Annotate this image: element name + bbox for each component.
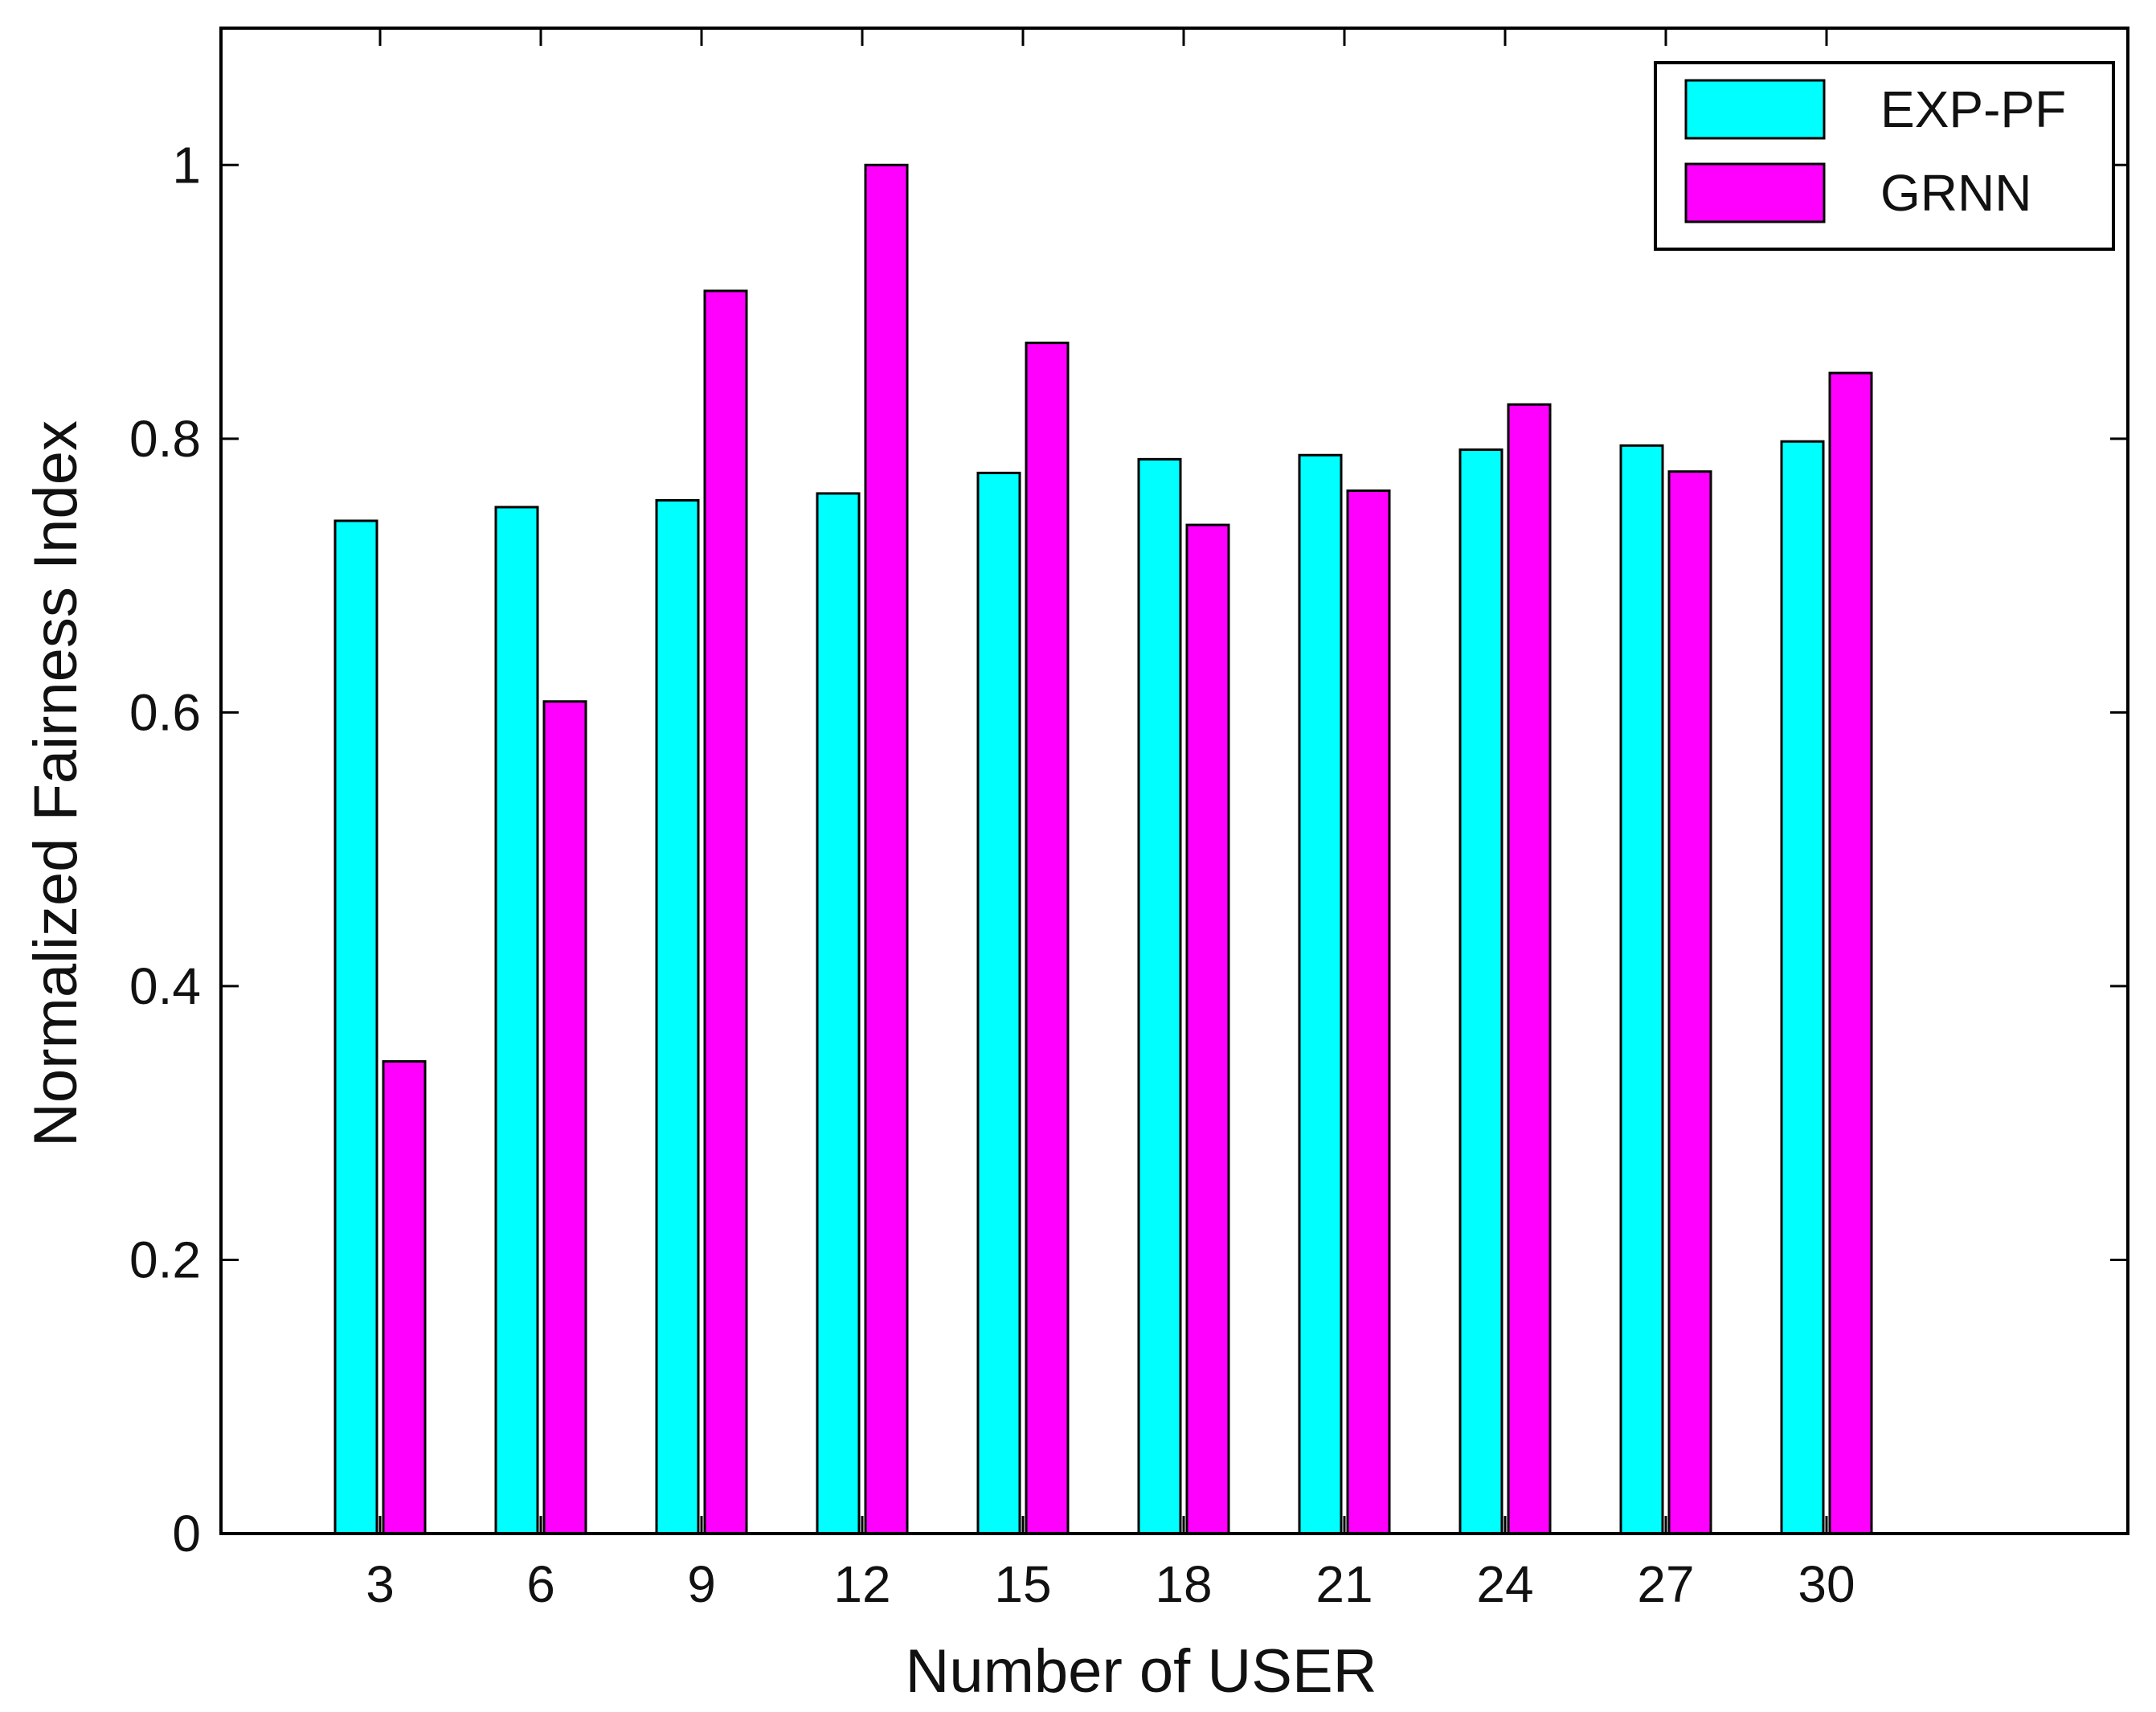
- bar-grnn-12: [864, 163, 909, 1535]
- bar-exp-pf-3: [333, 519, 378, 1535]
- y-tick-label-0.6: 0.6: [129, 683, 201, 741]
- bar-exp-pf-6: [494, 506, 539, 1535]
- bar-grnn-15: [1025, 342, 1070, 1535]
- ticks-layer: 3 6 9 12 15 18 21 24 27 30 0 0.2 0.4 0.6 0.8 1: [129, 28, 2128, 1613]
- x-tick-label-18: 18: [1155, 1555, 1212, 1613]
- bar-grnn-6: [542, 700, 587, 1535]
- x-tick-label-24: 24: [1476, 1555, 1533, 1613]
- x-tick-label-15: 15: [994, 1555, 1051, 1613]
- bar-grnn-27: [1667, 470, 1712, 1535]
- bar-grnn-3: [382, 1060, 427, 1535]
- bar-grnn-30: [1828, 371, 1873, 1535]
- x-tick-label-12: 12: [833, 1555, 890, 1613]
- legend: EXP-PF GRNN: [1654, 61, 2115, 251]
- bars-layer: [333, 163, 1873, 1535]
- legend-swatch-grnn: [1684, 162, 1826, 223]
- x-axis-title: Number of USER: [905, 1637, 1377, 1706]
- x-tick-label-30: 30: [1798, 1555, 1855, 1613]
- plot-frame: [219, 27, 2129, 1535]
- bar-exp-pf-12: [816, 492, 861, 1535]
- legend-swatch-exp-pf: [1684, 79, 1826, 140]
- bar-exp-pf-27: [1619, 444, 1664, 1535]
- y-tick-label-0: 0: [172, 1505, 201, 1563]
- x-tick-label-6: 6: [526, 1555, 555, 1613]
- legend-label-grnn: GRNN: [1880, 164, 2031, 222]
- bar-exp-pf-15: [976, 471, 1021, 1535]
- bar-exp-pf-21: [1298, 453, 1343, 1535]
- x-tick-label-27: 27: [1637, 1555, 1694, 1613]
- x-tick-label-9: 9: [687, 1555, 716, 1613]
- bar-exp-pf-18: [1137, 457, 1182, 1535]
- bar-exp-pf-30: [1780, 440, 1825, 1535]
- bar-exp-pf-9: [655, 498, 700, 1535]
- y-tick-label-0.2: 0.2: [129, 1231, 201, 1288]
- bar-grnn-21: [1346, 489, 1391, 1535]
- x-tick-label-21: 21: [1315, 1555, 1373, 1613]
- bar-grnn-18: [1185, 523, 1230, 1535]
- bar-grnn-9: [703, 289, 748, 1535]
- legend-label-exp-pf: EXP-PF: [1880, 80, 2066, 138]
- y-tick-label-0.8: 0.8: [129, 410, 201, 468]
- x-tick-label-3: 3: [366, 1555, 395, 1613]
- y-tick-label-0.4: 0.4: [129, 957, 201, 1015]
- bar-exp-pf-24: [1458, 448, 1503, 1535]
- bar-grnn-24: [1507, 403, 1552, 1535]
- y-axis-title: Normalized Fairness Index: [22, 420, 90, 1147]
- y-tick-label-1: 1: [172, 136, 201, 194]
